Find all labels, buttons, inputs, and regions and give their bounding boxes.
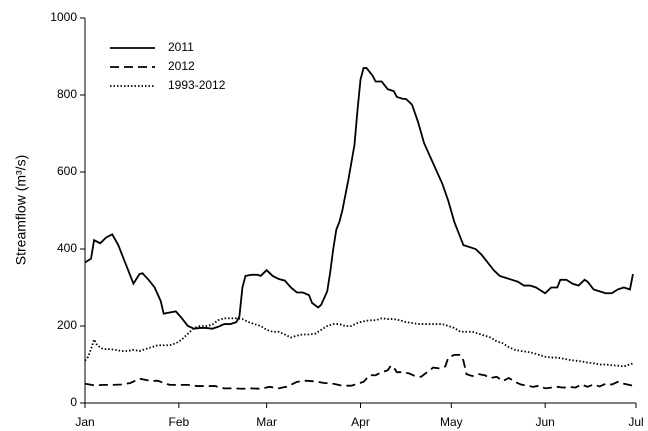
y-tick-label: 800 [57, 87, 77, 101]
y-tick-label: 400 [57, 241, 77, 255]
x-tick-label: Jul [628, 415, 643, 429]
x-tick-label: Jan [75, 415, 94, 429]
x-tick-label: Feb [169, 415, 190, 429]
y-tick-label: 200 [57, 318, 77, 332]
x-tick-label: Apr [351, 415, 370, 429]
series-line [84, 317, 634, 368]
legend-label: 2012 [168, 59, 195, 73]
x-tick-label: Jun [535, 415, 554, 429]
series-line [84, 353, 634, 390]
x-tick-label: May [440, 415, 463, 429]
y-tick-label: 600 [57, 164, 77, 178]
y-axis-label: Streamflow (m³/s) [13, 155, 29, 265]
legend-label: 1993-2012 [168, 78, 226, 92]
y-tick-label: 0 [70, 395, 77, 409]
x-tick-label: Mar [256, 415, 277, 429]
series-line [84, 67, 634, 330]
y-tick-label: 1000 [50, 10, 77, 24]
legend-label: 2011 [168, 40, 194, 54]
